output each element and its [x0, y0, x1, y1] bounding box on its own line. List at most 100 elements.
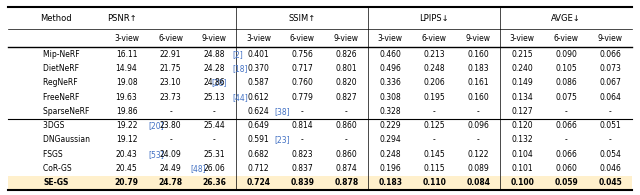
Text: 9-view: 9-view — [202, 34, 227, 43]
Text: 0.096: 0.096 — [467, 121, 489, 130]
Text: [38]: [38] — [275, 107, 291, 116]
Text: [23]: [23] — [275, 135, 291, 144]
Text: 24.78: 24.78 — [159, 178, 182, 187]
Text: 0.110: 0.110 — [422, 178, 446, 187]
Text: 0.591: 0.591 — [248, 135, 269, 144]
Text: 0.370: 0.370 — [248, 64, 269, 73]
Text: -: - — [609, 135, 612, 144]
Text: -: - — [477, 107, 480, 116]
Text: 6-view: 6-view — [158, 34, 183, 43]
Text: 9-view: 9-view — [334, 34, 359, 43]
Text: 0.196: 0.196 — [380, 164, 401, 173]
Text: 23.80: 23.80 — [160, 121, 181, 130]
FancyBboxPatch shape — [8, 176, 632, 190]
Text: 0.820: 0.820 — [335, 78, 357, 87]
Text: DNGaussian: DNGaussian — [44, 135, 93, 144]
Text: 0.649: 0.649 — [248, 121, 269, 130]
Text: 0.161: 0.161 — [467, 78, 489, 87]
Text: 6-view: 6-view — [290, 34, 315, 43]
Text: CoR-GS: CoR-GS — [44, 164, 74, 173]
Text: [44]: [44] — [233, 93, 248, 102]
Text: 26.06: 26.06 — [204, 164, 225, 173]
Text: [28]: [28] — [212, 78, 227, 87]
Text: 0.724: 0.724 — [246, 178, 271, 187]
Text: 14.94: 14.94 — [116, 64, 138, 73]
Text: -: - — [169, 107, 172, 116]
Text: 0.183: 0.183 — [467, 64, 489, 73]
Text: -: - — [301, 135, 304, 144]
Text: 0.496: 0.496 — [380, 64, 401, 73]
Text: 0.756: 0.756 — [291, 50, 314, 59]
Text: [48]: [48] — [191, 164, 206, 173]
Text: 0.612: 0.612 — [248, 93, 269, 102]
Text: -: - — [169, 135, 172, 144]
Text: 0.060: 0.060 — [556, 164, 577, 173]
Text: 19.22: 19.22 — [116, 121, 138, 130]
Text: [2]: [2] — [233, 50, 243, 59]
Text: 0.122: 0.122 — [468, 150, 489, 159]
Text: 0.823: 0.823 — [292, 150, 313, 159]
Text: 21.75: 21.75 — [160, 64, 181, 73]
Text: 0.100: 0.100 — [510, 178, 534, 187]
Text: 0.837: 0.837 — [292, 164, 314, 173]
Text: 3-view: 3-view — [378, 34, 403, 43]
Text: 25.31: 25.31 — [204, 150, 225, 159]
Text: 0.125: 0.125 — [424, 121, 445, 130]
Text: 24.49: 24.49 — [159, 164, 181, 173]
Text: 0.120: 0.120 — [511, 121, 533, 130]
Text: 9-view: 9-view — [598, 34, 623, 43]
Text: -: - — [345, 135, 348, 144]
Text: 0.134: 0.134 — [511, 93, 533, 102]
Text: 24.88: 24.88 — [204, 50, 225, 59]
Text: 0.336: 0.336 — [380, 78, 401, 87]
Text: 0.624: 0.624 — [248, 107, 269, 116]
Text: 0.132: 0.132 — [511, 135, 533, 144]
Text: 9-view: 9-view — [466, 34, 491, 43]
Text: 3DGS: 3DGS — [44, 121, 67, 130]
Text: 0.308: 0.308 — [380, 93, 401, 102]
Text: -: - — [609, 107, 612, 116]
Text: 6-view: 6-view — [422, 34, 447, 43]
Text: 0.086: 0.086 — [556, 78, 577, 87]
Text: DietNeRF: DietNeRF — [44, 64, 82, 73]
Text: -: - — [433, 135, 436, 144]
Text: 3-view: 3-view — [246, 34, 271, 43]
Text: 0.206: 0.206 — [424, 78, 445, 87]
Text: 26.36: 26.36 — [202, 178, 227, 187]
Text: AVGE↓: AVGE↓ — [552, 14, 581, 23]
Text: [53]: [53] — [148, 150, 164, 159]
Text: 0.860: 0.860 — [335, 121, 357, 130]
Text: 0.682: 0.682 — [248, 150, 269, 159]
Text: -: - — [213, 107, 216, 116]
Text: 0.248: 0.248 — [380, 150, 401, 159]
Text: [20]: [20] — [148, 121, 164, 130]
Text: 22.91: 22.91 — [160, 50, 181, 59]
Text: 0.215: 0.215 — [511, 50, 533, 59]
Text: 0.073: 0.073 — [599, 64, 621, 73]
Text: FSGS: FSGS — [44, 150, 65, 159]
Text: Mip-NeRF: Mip-NeRF — [44, 50, 83, 59]
Text: SE-GS: SE-GS — [44, 178, 68, 187]
Text: 0.826: 0.826 — [335, 50, 357, 59]
Text: 0.115: 0.115 — [424, 164, 445, 173]
Text: 0.059: 0.059 — [554, 178, 578, 187]
Text: -: - — [213, 135, 216, 144]
Text: 25.13: 25.13 — [204, 93, 225, 102]
Text: 24.86: 24.86 — [204, 78, 225, 87]
Text: 0.145: 0.145 — [424, 150, 445, 159]
Text: 23.73: 23.73 — [159, 93, 181, 102]
Text: PSNR↑: PSNR↑ — [108, 14, 137, 23]
Text: 0.066: 0.066 — [599, 50, 621, 59]
Text: 16.11: 16.11 — [116, 50, 138, 59]
Text: 0.779: 0.779 — [291, 93, 314, 102]
Text: 0.760: 0.760 — [291, 78, 314, 87]
Text: 0.046: 0.046 — [599, 164, 621, 173]
Text: RegNeRF: RegNeRF — [44, 78, 81, 87]
Text: 0.089: 0.089 — [467, 164, 489, 173]
Text: 19.86: 19.86 — [116, 107, 138, 116]
Text: 0.066: 0.066 — [556, 121, 577, 130]
Text: 0.827: 0.827 — [335, 93, 357, 102]
Text: -: - — [477, 135, 480, 144]
Text: 19.12: 19.12 — [116, 135, 138, 144]
Text: 0.127: 0.127 — [511, 107, 533, 116]
